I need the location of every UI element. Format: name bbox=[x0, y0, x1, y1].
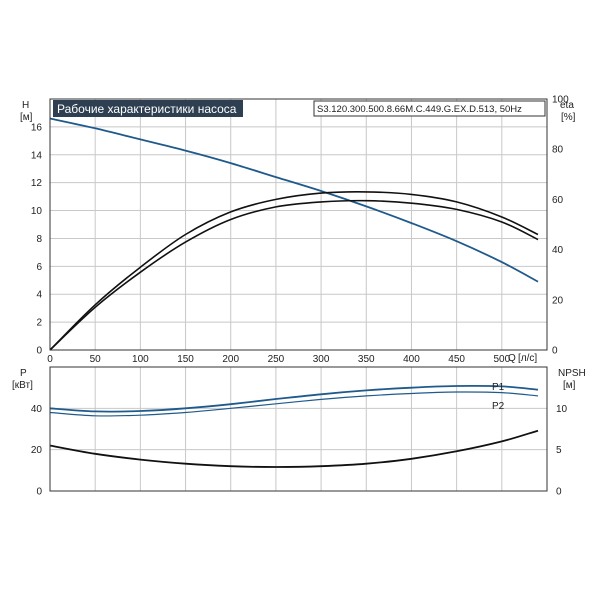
y-right-tick-eta-1: 20 bbox=[552, 295, 564, 306]
x-unit: [л/с] bbox=[518, 353, 537, 364]
y-right-unit-eta: [%] bbox=[561, 112, 576, 123]
x-tick-0: 0 bbox=[47, 354, 53, 365]
y-right-tick-npsh-0: 0 bbox=[556, 487, 562, 498]
x-tick-2: 100 bbox=[132, 354, 149, 365]
y-right-label-eta: eta bbox=[560, 100, 574, 111]
tick-labels: 0 50 100 150 200 250 300 350 400 450 5000246810121… bbox=[31, 95, 569, 498]
series-eta-lower-line bbox=[49, 199, 539, 351]
title-box bbox=[53, 100, 243, 117]
y-right-tick-npsh-2: 10 bbox=[556, 404, 568, 415]
y-left-tick-power-2: 40 bbox=[31, 404, 43, 415]
x-tick-4: 200 bbox=[222, 354, 239, 365]
series-npsh-line bbox=[49, 429, 539, 468]
y-right-unit-npsh: [м] bbox=[563, 380, 576, 391]
y-left-tick-head-8: 16 bbox=[31, 122, 43, 133]
series-head-line bbox=[49, 117, 539, 283]
chart-title: Рабочие характеристики насоса bbox=[57, 102, 237, 116]
y-left-label-head: H bbox=[22, 100, 29, 111]
y-right-tick-eta-2: 40 bbox=[552, 245, 564, 256]
y-right-tick-eta-5: 100 bbox=[552, 95, 569, 106]
y-left-tick-head-6: 12 bbox=[31, 178, 43, 189]
bottom-series bbox=[49, 384, 539, 468]
x-tick-7: 350 bbox=[358, 354, 375, 365]
y-right-tick-npsh-1: 5 bbox=[556, 445, 562, 456]
x-tick-5: 250 bbox=[268, 354, 285, 365]
legend-p1: P1 bbox=[492, 382, 505, 393]
y-right-tick-eta-0: 0 bbox=[552, 346, 558, 357]
top-panel-frame bbox=[49, 98, 548, 351]
y-left-label-power: P bbox=[20, 368, 27, 379]
y-right-tick-eta-4: 80 bbox=[552, 145, 564, 156]
x-tick-9: 450 bbox=[448, 354, 465, 365]
y-right-label-npsh: NPSH bbox=[558, 368, 586, 379]
x-tick-6: 300 bbox=[313, 354, 330, 365]
y-left-tick-power-0: 0 bbox=[36, 487, 42, 498]
x-tick-1: 50 bbox=[90, 354, 102, 365]
model-label: S3.120.300.500.8.66M.C.449.G.EX.D.513, 5… bbox=[317, 104, 522, 115]
y-left-unit-head: [м] bbox=[20, 112, 33, 123]
series-p1-line bbox=[49, 384, 539, 413]
y-left-tick-head-3: 6 bbox=[36, 262, 42, 273]
top-series bbox=[49, 117, 539, 351]
y-left-tick-head-1: 2 bbox=[36, 318, 42, 329]
model-box bbox=[313, 100, 546, 117]
y-left-tick-head-4: 8 bbox=[36, 234, 42, 245]
series-eta-upper-line bbox=[49, 191, 539, 351]
y-left-tick-head-2: 4 bbox=[36, 290, 42, 301]
y-right-tick-eta-3: 60 bbox=[552, 195, 564, 206]
series-p2-line bbox=[49, 391, 539, 417]
y-left-tick-head-7: 14 bbox=[31, 150, 43, 161]
legend-p2: P2 bbox=[492, 401, 505, 412]
x-tick-8: 400 bbox=[403, 354, 420, 365]
x-tick-10: 500 bbox=[493, 354, 510, 365]
y-left-tick-head-0: 0 bbox=[36, 346, 42, 357]
y-left-tick-power-1: 20 bbox=[31, 445, 43, 456]
x-label: Q bbox=[508, 353, 516, 364]
bottom-panel-frame bbox=[49, 366, 548, 492]
top-grid bbox=[49, 99, 547, 350]
x-tick-3: 150 bbox=[177, 354, 194, 365]
y-left-tick-head-5: 10 bbox=[31, 206, 43, 217]
y-left-unit-power: [кВт] bbox=[12, 380, 33, 391]
